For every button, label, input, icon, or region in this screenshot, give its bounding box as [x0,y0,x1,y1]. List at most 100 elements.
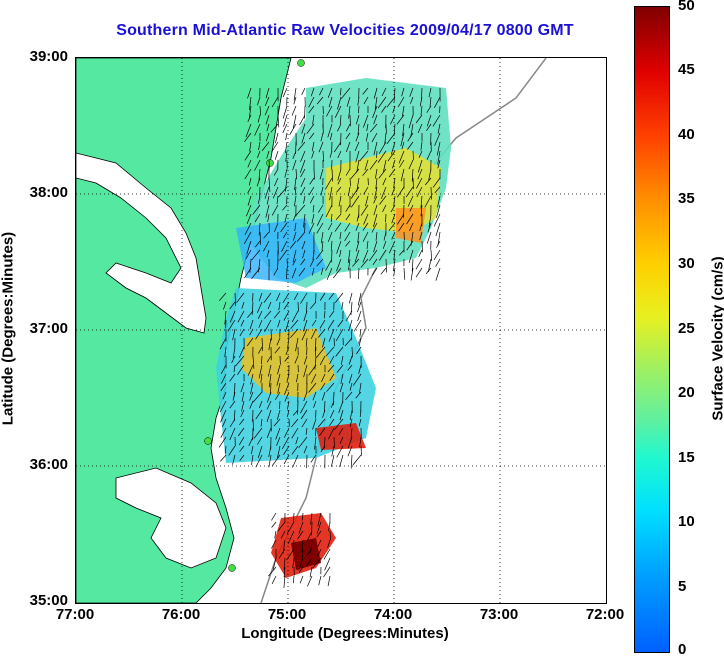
velocity-arrow [412,150,414,161]
velocity-arrow [325,258,333,271]
velocity-arrow [407,141,414,150]
velocity-arrow [436,141,441,156]
velocity-arrow [407,132,414,142]
velocity-arrow [251,454,254,466]
velocity-arrow [362,87,369,95]
velocity-arrow [268,177,271,192]
velocity-arrow [245,249,252,260]
velocity-arrow [254,213,261,223]
velocity-arrow [313,400,317,408]
velocity-arrow [247,310,254,318]
velocity-arrow [345,132,351,140]
velocity-arrow [264,319,272,332]
velocity-arrow [236,292,245,303]
velocity-arrow [336,364,344,373]
velocity-arrow [240,319,245,327]
velocity-arrow [252,355,255,369]
velocity-arrow [261,141,270,152]
velocity-arrow [310,87,315,97]
velocity-arrow [305,337,308,347]
velocity-arrow [371,132,378,143]
colorbar-tick: 10 [678,513,695,530]
velocity-arrow [312,204,315,213]
velocity-arrow [339,114,342,125]
velocity-arrow [244,150,252,161]
velocity-arrow [317,418,326,428]
velocity-arrow [287,530,295,544]
velocity-arrow [329,150,333,158]
ytick-label: 35:00 [29,592,68,609]
velocity-arrow [355,132,360,142]
velocity-arrow [309,177,315,185]
velocity-arrow [429,96,432,107]
velocity-arrow [276,195,279,205]
velocity-arrow [266,150,270,159]
velocity-arrow [229,427,236,441]
velocity-arrow [257,195,261,204]
map-title: Southern Mid-Atlantic Raw Velocities 200… [116,22,574,39]
velocity-arrow [300,409,308,420]
velocity-arrow [290,319,299,329]
velocity-arrow [301,123,306,134]
velocity-arrow [273,267,279,276]
coverage-south-hot [241,328,336,398]
velocity-arrow [371,222,378,233]
velocity-arrow [265,87,270,99]
velocity-arrow [350,168,360,179]
velocity-arrow [257,445,263,459]
velocity-arrow [323,566,331,578]
velocity-arrow [356,159,360,173]
velocity-arrow [341,87,351,99]
velocity-arrow [324,310,326,319]
velocity-arrow [264,96,270,107]
velocity-arrow [416,186,423,198]
velocity-arrow [377,96,387,109]
velocity-arrow [300,400,308,414]
xtick-label: 74:00 [373,606,413,623]
velocity-arrow [347,364,353,371]
velocity-arrow [391,213,396,224]
velocity-arrow [257,114,261,123]
velocity-arrow [296,373,299,383]
velocity-arrow [274,177,279,187]
velocity-arrow [283,114,288,127]
velocity-arrow [252,418,254,432]
velocity-arrow [298,521,304,534]
velocity-arrow [283,445,290,455]
velocity-arrow [294,355,299,364]
velocity-arrow [297,530,304,540]
velocity-arrow [244,132,252,143]
velocity-arrow [266,427,272,439]
velocity-arrow [235,355,245,367]
velocity-arrow [381,105,387,113]
velocity-arrow [391,186,396,196]
velocity-arrow [274,222,279,232]
velocity-arrow [317,512,322,527]
velocity-arrow [301,539,304,553]
velocity-arrow [319,292,326,301]
colorbar-tick: 50 [678,0,695,14]
velocity-arrow [358,267,360,280]
velocity-arrow [409,222,414,232]
velocity-arrow [348,373,353,384]
velocity-arrow [312,557,322,569]
velocity-arrow [248,177,252,186]
velocity-arrow [265,204,270,218]
velocity-arrow [303,213,306,228]
velocity-arrow [320,132,324,142]
velocity-arrow [308,105,315,114]
velocity-arrow [339,382,344,393]
velocity-arrow [280,222,288,233]
velocity-arrow [424,195,432,208]
velocity-arrow [282,87,288,98]
velocity-arrow [243,231,252,244]
velocity-arrow [282,204,288,211]
velocity-arrow [417,159,423,173]
velocity-arrow [220,427,227,438]
velocity-arrow [403,267,406,280]
velocity-arrow [274,530,277,539]
velocity-arrow [222,391,227,400]
velocity-arrow [363,96,369,105]
velocity-arrow [229,310,236,323]
velocity-arrow [292,231,297,241]
